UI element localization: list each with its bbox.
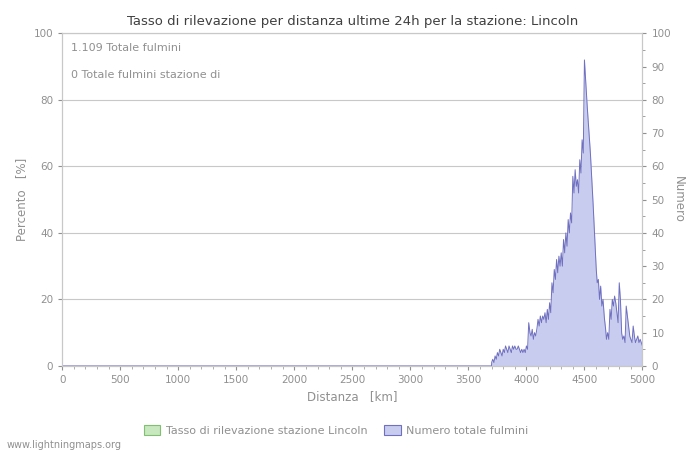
- Text: www.lightningmaps.org: www.lightningmaps.org: [7, 440, 122, 450]
- Y-axis label: Numero: Numero: [672, 176, 685, 223]
- X-axis label: Distanza   [km]: Distanza [km]: [307, 391, 398, 404]
- Legend: Tasso di rilevazione stazione Lincoln, Numero totale fulmini: Tasso di rilevazione stazione Lincoln, N…: [139, 420, 533, 440]
- Title: Tasso di rilevazione per distanza ultime 24h per la stazione: Lincoln: Tasso di rilevazione per distanza ultime…: [127, 15, 578, 28]
- Text: 1.109 Totale fulmini: 1.109 Totale fulmini: [71, 43, 181, 53]
- Text: 0 Totale fulmini stazione di: 0 Totale fulmini stazione di: [71, 70, 220, 80]
- Y-axis label: Percento   [%]: Percento [%]: [15, 158, 28, 241]
